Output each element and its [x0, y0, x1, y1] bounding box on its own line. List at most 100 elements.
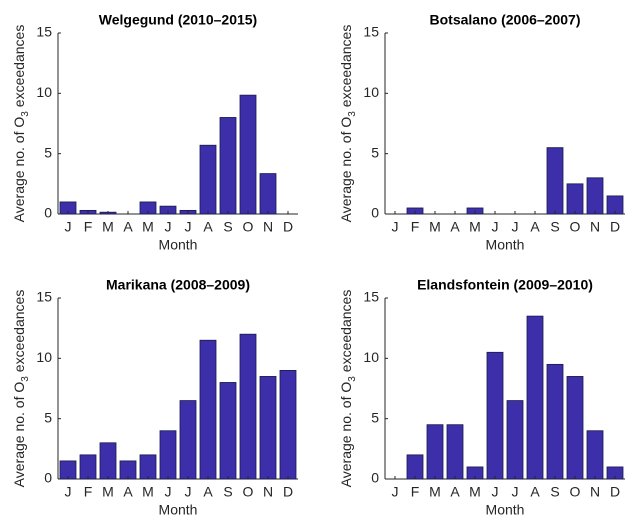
y-label-text: Average no. of O — [11, 382, 27, 488]
x-tick-label: M — [142, 484, 154, 500]
bar — [99, 442, 117, 480]
x-tick-label: N — [590, 219, 600, 235]
y-label-after: exceedances — [11, 290, 27, 373]
x-tick-label: S — [550, 219, 559, 235]
y-axis-label: Average no. of O3 exceedances — [338, 290, 358, 488]
x-tick-label: S — [223, 219, 232, 235]
y-tick-label: 0 — [44, 205, 52, 221]
chart-title: Elandsfontein (2009–2010) — [417, 277, 593, 293]
chart-title: Marikana (2008–2009) — [106, 277, 250, 293]
bar — [426, 424, 444, 480]
bar — [506, 400, 524, 480]
x-tick-label: S — [550, 484, 559, 500]
y-label-text: Average no. of O — [338, 117, 354, 223]
bar — [199, 144, 217, 215]
bar — [486, 351, 504, 480]
y-label-after: exceedances — [11, 25, 27, 108]
x-tick-label: J — [512, 484, 519, 500]
x-tick-label: S — [223, 484, 232, 500]
y-tick-label: 15 — [363, 24, 379, 40]
y-label-after: exceedances — [338, 25, 354, 108]
x-tick-label: M — [469, 219, 481, 235]
y-label-sub: 3 — [347, 376, 358, 382]
bar — [239, 333, 257, 480]
y-tick-label: 15 — [36, 24, 52, 40]
x-tick-label: M — [102, 219, 114, 235]
y-label-sub: 3 — [347, 111, 358, 117]
x-tick-label: J — [185, 484, 192, 500]
bar — [546, 363, 564, 480]
x-tick-label: J — [165, 219, 172, 235]
y-tick-label: 10 — [36, 349, 52, 365]
y-tick-label: 15 — [363, 289, 379, 305]
y-axis-label: Average no. of O3 exceedances — [11, 25, 31, 223]
x-axis-label: Month — [159, 237, 198, 253]
x-axis-label: Month — [486, 502, 525, 518]
x-tick-label: J — [165, 484, 172, 500]
x-tick-label: N — [263, 219, 273, 235]
bar — [219, 382, 237, 480]
x-tick-label: A — [203, 484, 213, 500]
x-tick-label: A — [530, 484, 540, 500]
y-label-text: Average no. of O — [338, 382, 354, 488]
y-tick-label: 0 — [371, 470, 379, 486]
y-axis-label: Average no. of O3 exceedances — [11, 290, 31, 488]
y-tick-label: 5 — [44, 409, 52, 425]
y-tick-label: 0 — [371, 205, 379, 221]
bar — [159, 430, 177, 480]
y-tick-label: 5 — [371, 144, 379, 160]
x-tick-label: F — [411, 219, 420, 235]
x-tick-label: J — [185, 219, 192, 235]
y-label-sub: 3 — [20, 376, 31, 382]
x-tick-label: A — [450, 484, 460, 500]
bar — [259, 376, 277, 480]
bar — [526, 315, 544, 480]
x-tick-label: A — [203, 219, 213, 235]
x-tick-label: J — [392, 484, 399, 500]
y-tick-label: 10 — [363, 84, 379, 100]
x-tick-label: J — [65, 219, 72, 235]
x-tick-label: J — [65, 484, 72, 500]
y-tick-label: 10 — [363, 349, 379, 365]
x-tick-label: M — [429, 219, 441, 235]
bar — [446, 424, 464, 480]
x-tick-label: D — [283, 484, 293, 500]
bar — [179, 400, 197, 480]
x-tick-label: O — [570, 484, 581, 500]
y-tick-label: 0 — [44, 470, 52, 486]
chart-title: Welgegund (2010–2015) — [99, 12, 257, 28]
y-label-text: Average no. of O — [11, 117, 27, 223]
bar — [239, 94, 257, 215]
x-tick-label: J — [492, 484, 499, 500]
x-tick-label: A — [123, 484, 133, 500]
x-tick-label: J — [512, 219, 519, 235]
bar — [279, 369, 297, 480]
x-tick-label: F — [411, 484, 420, 500]
y-axis-label: Average no. of O3 exceedances — [338, 25, 358, 223]
x-tick-label: M — [469, 484, 481, 500]
bar — [139, 454, 157, 480]
y-tick-label: 15 — [36, 289, 52, 305]
y-label-sub: 3 — [20, 111, 31, 117]
bar — [586, 177, 604, 215]
y-tick-label: 10 — [36, 84, 52, 100]
x-tick-label: M — [429, 484, 441, 500]
y-tick-label: 5 — [44, 144, 52, 160]
x-tick-label: D — [283, 219, 293, 235]
bar — [199, 339, 217, 480]
x-tick-label: J — [492, 219, 499, 235]
x-tick-label: A — [450, 219, 460, 235]
bar — [406, 454, 424, 480]
x-tick-label: O — [570, 219, 581, 235]
x-tick-label: D — [610, 484, 620, 500]
x-tick-label: M — [102, 484, 114, 500]
bar — [219, 117, 237, 215]
x-tick-label: N — [590, 484, 600, 500]
chart-title: Botsalano (2006–2007) — [430, 12, 581, 28]
bar — [79, 454, 97, 480]
x-tick-label: M — [142, 219, 154, 235]
